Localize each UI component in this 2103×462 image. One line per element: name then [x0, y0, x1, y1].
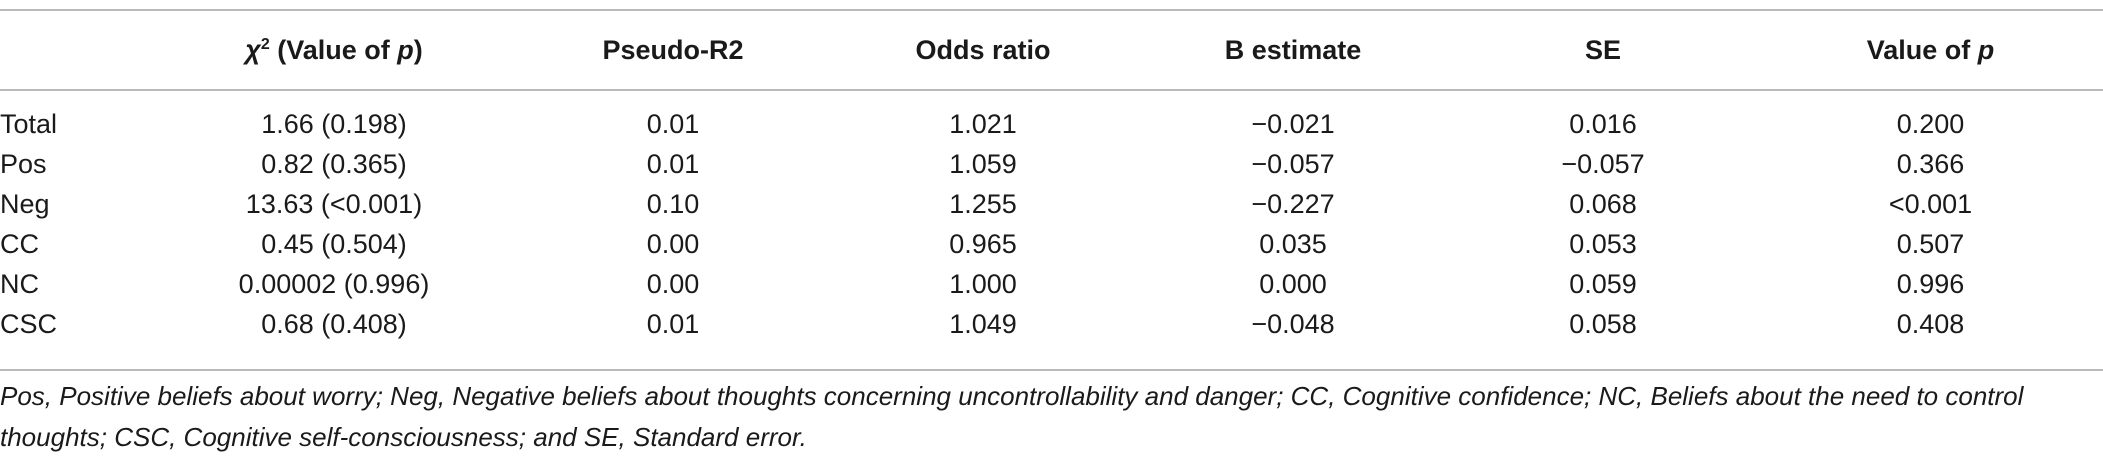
row-label: CC [0, 229, 39, 259]
chi-label-text: (Value of [269, 34, 398, 65]
cell-p-value: 0.996 [1896, 269, 1965, 299]
cell-p-value: <0.001 [1888, 189, 1973, 219]
cell-chi2: 0.45 (0.504) [261, 229, 407, 259]
cell-odds-ratio: 1.000 [949, 269, 1017, 299]
cell-chi2: 13.63 (<0.001) [245, 189, 423, 219]
table-row: Pos 0.82 (0.365) 0.01 1.059 −0.057 −0.05… [0, 144, 2103, 184]
cell-chi2: 0.68 (0.408) [261, 309, 407, 339]
value-of-label: Value of [1866, 34, 1978, 65]
cell-se: 0.016 [1569, 109, 1637, 139]
row-label: Pos [0, 149, 47, 179]
cell-chi2: 0.82 (0.365) [261, 149, 407, 179]
cell-se: 0.053 [1569, 229, 1637, 259]
cell-se: −0.057 [1561, 149, 1645, 179]
header-pseudo-r2: Pseudo-R2 [602, 34, 744, 65]
cell-pseudo-r2: 0.00 [646, 229, 700, 259]
cell-pseudo-r2: 0.01 [646, 309, 700, 339]
cell-b-estimate: −0.048 [1251, 309, 1335, 339]
cell-se: 0.068 [1569, 189, 1637, 219]
table-row: CC 0.45 (0.504) 0.00 0.965 0.035 0.053 0… [0, 224, 2103, 264]
cell-odds-ratio: 1.059 [949, 149, 1017, 179]
cell-b-estimate: −0.057 [1251, 149, 1335, 179]
header-value-of-p: Value of p [1758, 12, 2103, 88]
table-row: CSC 0.68 (0.408) 0.01 1.049 −0.048 0.058… [0, 304, 2103, 344]
header-variable [0, 12, 150, 88]
cell-b-estimate: −0.227 [1251, 189, 1335, 219]
chi-label-close: ) [413, 34, 423, 65]
row-label: Total [0, 109, 58, 139]
cell-pseudo-r2: 0.00 [646, 269, 700, 299]
header-rule [0, 89, 2103, 91]
header-row: χ2 (Value of p) Pseudo-R2 Odds ratio B e… [0, 12, 2103, 88]
chi-symbol: χ [245, 34, 261, 65]
cell-b-estimate: 0.035 [1259, 229, 1327, 259]
header-b-estimate: B estimate [1224, 34, 1362, 65]
header-se: SE [1584, 34, 1622, 65]
cell-b-estimate: −0.021 [1251, 109, 1335, 139]
row-label: NC [0, 269, 39, 299]
cell-odds-ratio: 1.021 [949, 109, 1017, 139]
chi-label-p: p [397, 34, 414, 65]
row-label: Neg [0, 189, 50, 219]
cell-chi2: 0.00002 (0.996) [238, 269, 430, 299]
cell-odds-ratio: 1.255 [949, 189, 1017, 219]
cell-p-value: 0.366 [1896, 149, 1965, 179]
bottom-rule [0, 369, 2103, 371]
cell-pseudo-r2: 0.10 [646, 189, 700, 219]
chi-superscript: 2 [260, 35, 270, 53]
results-table: χ2 (Value of p) Pseudo-R2 Odds ratio B e… [0, 12, 2103, 344]
cell-odds-ratio: 1.049 [949, 309, 1017, 339]
cell-p-value: 0.408 [1896, 309, 1965, 339]
cell-pseudo-r2: 0.01 [646, 109, 700, 139]
cell-odds-ratio: 0.965 [949, 229, 1017, 259]
table-row: Total 1.66 (0.198) 0.01 1.021 −0.021 0.0… [0, 88, 2103, 144]
row-label: CSC [0, 309, 58, 339]
cell-pseudo-r2: 0.01 [646, 149, 700, 179]
table-footnote: Pos, Positive beliefs about worry; Neg, … [0, 381, 2024, 452]
cell-chi2: 1.66 (0.198) [261, 109, 407, 139]
cell-p-value: 0.507 [1896, 229, 1965, 259]
header-odds-ratio: Odds ratio [915, 34, 1051, 65]
cell-se: 0.058 [1569, 309, 1637, 339]
cell-p-value: 0.200 [1896, 109, 1965, 139]
table-row: NC 0.00002 (0.996) 0.00 1.000 0.000 0.05… [0, 264, 2103, 304]
table-row: Neg 13.63 (<0.001) 0.10 1.255 −0.227 0.0… [0, 184, 2103, 224]
value-of-p: p [1977, 34, 1995, 65]
top-rule [0, 9, 2103, 11]
cell-se: 0.059 [1569, 269, 1637, 299]
header-chi-square: χ2 (Value of p) [150, 12, 518, 88]
cell-b-estimate: 0.000 [1259, 269, 1327, 299]
